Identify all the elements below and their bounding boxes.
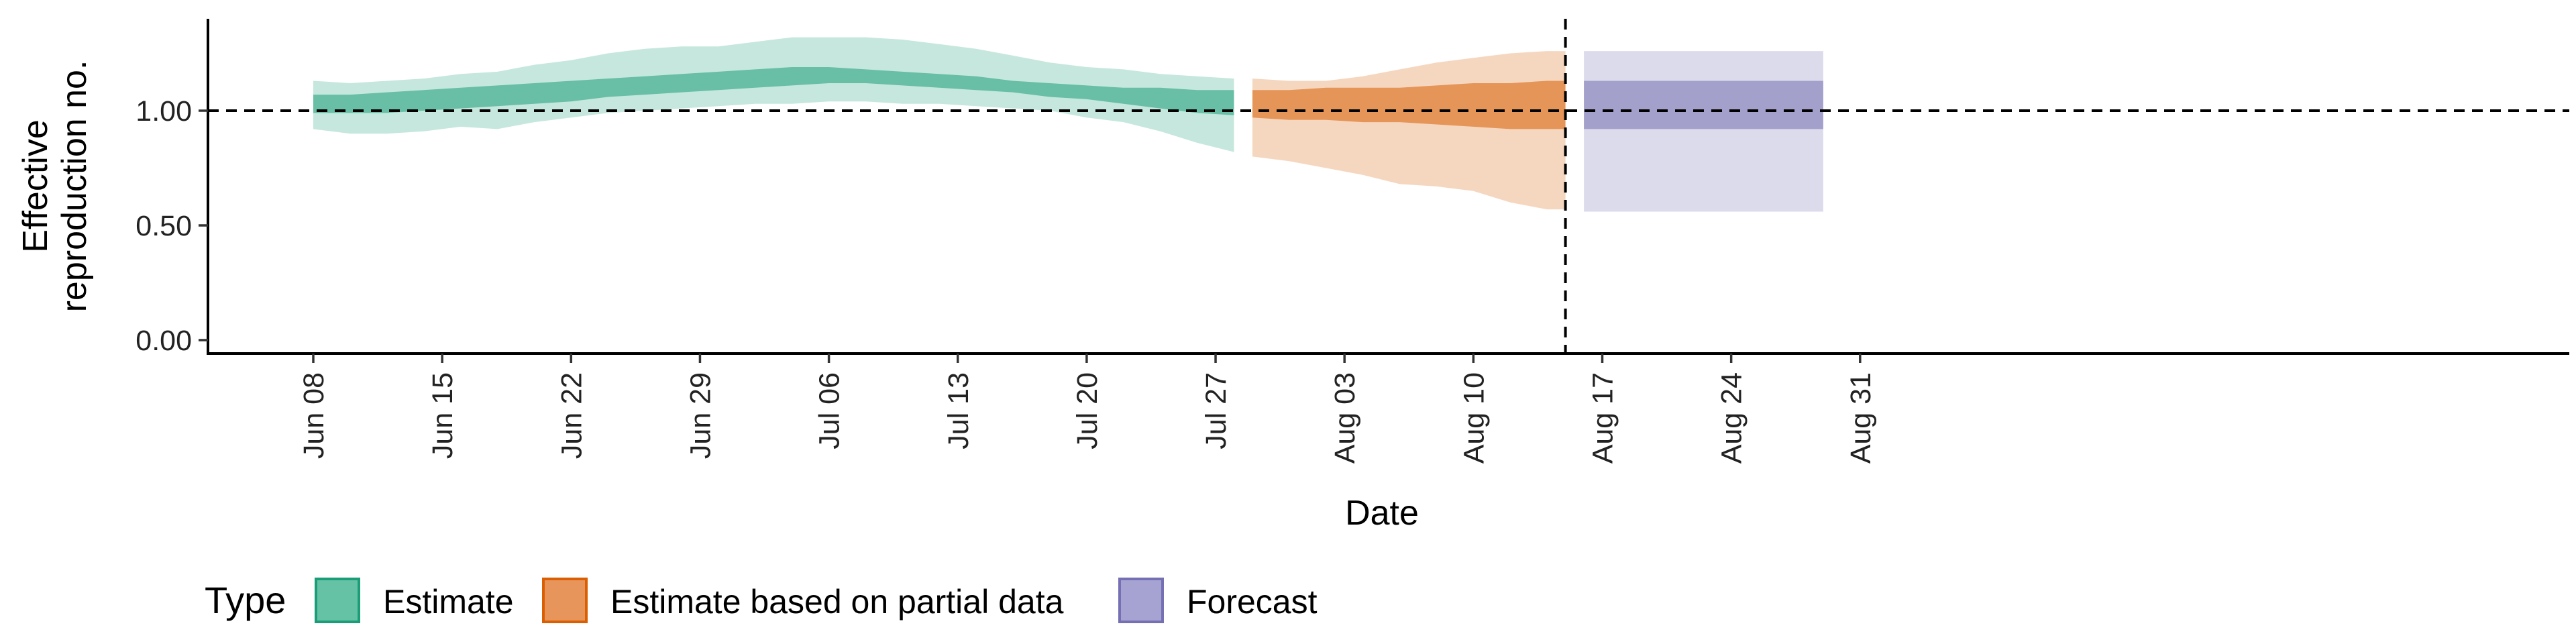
- y-tick-label: 0.50: [136, 210, 192, 242]
- series-2-band-50: [1252, 80, 1566, 129]
- reference-lines: [208, 19, 2569, 354]
- series-2-band-90: [1252, 51, 1566, 210]
- y-axis-title-line: reproduction no.: [55, 60, 94, 313]
- legend-label-3: Forecast: [1187, 583, 1318, 621]
- y-tick-label: 0.00: [136, 325, 192, 357]
- x-tick-label: Aug 10: [1458, 372, 1490, 464]
- series-1-band-50: [313, 67, 1234, 115]
- legend-key-2: [542, 578, 588, 623]
- x-tick-label: Aug 31: [1845, 372, 1877, 464]
- legend-key-3: [1118, 578, 1164, 623]
- x-tick-label: Jun 08: [298, 372, 330, 459]
- y-tick-label: 1.00: [136, 95, 192, 127]
- y-axis-title: Effective reproduction no.: [16, 60, 94, 313]
- series-3-band-50: [1584, 80, 1823, 129]
- legend-title: Type: [205, 579, 286, 621]
- legend-label-1: Estimate: [383, 583, 514, 621]
- x-tick-label: Jun 15: [427, 372, 459, 459]
- x-tick-label: Jul 27: [1200, 372, 1232, 449]
- x-tick-label: Aug 03: [1329, 372, 1361, 464]
- x-tick-label: Aug 24: [1716, 372, 1748, 464]
- y-axis-title-line: Effective: [16, 119, 55, 252]
- legend: Type Estimate Estimate based on partial da…: [205, 578, 1318, 623]
- x-tick-label: Jun 29: [684, 372, 716, 459]
- legend-label-2: Estimate based on partial data: [610, 583, 1064, 621]
- axes: 0.00 0.50 1.00 Jun 08 Jun 15 Jun 22 Jun 29 Jul …: [136, 19, 2569, 464]
- estimate-bands: [313, 37, 1823, 212]
- x-tick-label: Jun 22: [555, 372, 588, 459]
- x-axis-title: Date: [1345, 494, 1419, 533]
- series-3-band-90: [1584, 51, 1823, 212]
- x-tick-label: Jul 13: [943, 372, 975, 449]
- x-tick-label: Jul 20: [1071, 372, 1104, 449]
- x-tick-label: Jul 06: [814, 372, 846, 449]
- legend-key-1: [315, 578, 360, 623]
- x-tick-label: Aug 17: [1587, 372, 1619, 464]
- series-1-band-90: [313, 37, 1234, 152]
